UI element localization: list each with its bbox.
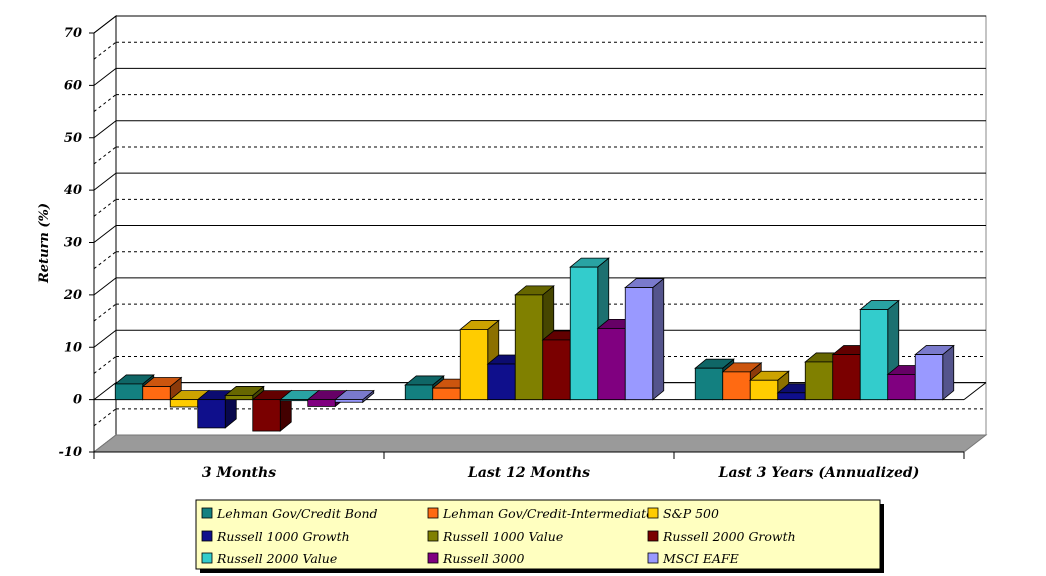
gridline-side-minor <box>93 408 117 427</box>
legend-swatch <box>201 507 213 519</box>
bar-front <box>404 384 434 401</box>
bar-front <box>114 383 144 401</box>
bar-front <box>914 354 944 401</box>
gridline-side-minor <box>93 251 117 270</box>
y-tick-label: 50 <box>64 131 82 146</box>
gridline-side-major <box>93 15 117 34</box>
legend-box <box>195 499 881 570</box>
bar-front <box>597 327 626 401</box>
bar <box>624 277 665 401</box>
bar <box>569 257 610 401</box>
bar-front <box>169 399 199 408</box>
legend-label: Russell 1000 Growth <box>216 529 350 544</box>
legend-label: MSCI EAFE <box>662 551 739 566</box>
bar-front <box>514 294 544 401</box>
y-tick-label: 60 <box>64 78 82 93</box>
gridline-side-minor <box>93 146 117 165</box>
gridline-side-minor <box>93 198 117 217</box>
category-labels: 3 Months Last 12 Months Last 3 Years (Annu… <box>93 452 965 481</box>
floor <box>92 434 988 453</box>
legend-label: Russell 2000 Value <box>216 551 337 566</box>
bar-front <box>749 379 779 401</box>
bar <box>749 370 790 401</box>
category-label: Last 12 Months <box>467 465 590 481</box>
bar-side <box>652 277 665 401</box>
legend-swatch <box>427 530 439 542</box>
legend-swatch <box>201 530 213 542</box>
legend-swatch <box>647 507 659 519</box>
bar <box>141 376 183 401</box>
legend-swatch <box>427 552 439 564</box>
y-axis-label: Return (%) <box>37 203 52 284</box>
bars <box>114 257 955 432</box>
gridline-side-minor <box>93 303 117 322</box>
gridline-side-major <box>93 172 117 191</box>
gridline-side-minor <box>93 41 117 60</box>
legend-label: Russell 2000 Growth <box>662 529 796 544</box>
legend-swatch <box>647 552 659 564</box>
y-tick-label: 30 <box>64 236 82 251</box>
bar-front <box>334 399 364 403</box>
bar-front <box>722 371 751 401</box>
bar-front <box>279 399 309 402</box>
bar-front <box>542 339 571 401</box>
legend-swatch <box>201 552 213 564</box>
bar-front <box>832 354 861 401</box>
gridline-side-major <box>93 329 117 348</box>
bar <box>914 344 955 401</box>
bar-front <box>887 374 916 401</box>
legend-label: Lehman Gov/Credit Bond <box>216 506 378 521</box>
bar-front <box>569 266 599 401</box>
bar-front <box>252 399 281 432</box>
bar-front <box>142 386 171 401</box>
gridline-side-major <box>93 67 117 86</box>
bar-front <box>694 367 724 401</box>
gridline-side-major <box>93 382 117 401</box>
legend-label: Russell 1000 Value <box>442 529 563 544</box>
bar-front <box>859 309 889 401</box>
gridline-side-major <box>93 225 117 243</box>
legend-label: S&P 500 <box>663 506 719 521</box>
bar-front <box>197 399 226 429</box>
gridline-side-major <box>93 277 117 296</box>
bar-front <box>224 395 254 401</box>
bar-front <box>777 392 806 401</box>
legend-label: Lehman Gov/Credit-Intermediate <box>442 506 654 521</box>
legend: Lehman Gov/Credit Bond Lehman Gov/Credit-… <box>195 499 884 573</box>
bar-front <box>624 287 654 401</box>
gridline-side-major <box>93 120 117 139</box>
gridline-side-minor <box>93 356 117 374</box>
zero-line-right <box>963 382 987 401</box>
bar <box>224 385 265 401</box>
legend-label: Russell 3000 <box>442 551 525 566</box>
bar-front <box>487 363 516 401</box>
y-tick-label: 0 <box>73 393 82 408</box>
legend-swatch <box>427 507 439 519</box>
y-tick-label: 10 <box>64 340 82 355</box>
bar-front <box>459 329 489 401</box>
bar-front <box>804 361 834 401</box>
category-label: 3 Months <box>202 465 276 481</box>
legend-swatch <box>647 530 659 542</box>
y-tick-label: 20 <box>63 288 82 303</box>
bar <box>334 389 375 404</box>
y-tick-labels: 70 60 50 40 30 20 10 0 -10 <box>59 26 94 460</box>
y-tick-label: 70 <box>64 26 82 41</box>
bar-front <box>432 387 461 401</box>
y-tick-label: 40 <box>64 183 82 198</box>
y-tick-label: -10 <box>59 445 83 460</box>
gridline-side-minor <box>93 94 117 112</box>
category-label: Last 3 Years (Annualized) <box>718 465 920 481</box>
bar-front <box>307 399 336 407</box>
